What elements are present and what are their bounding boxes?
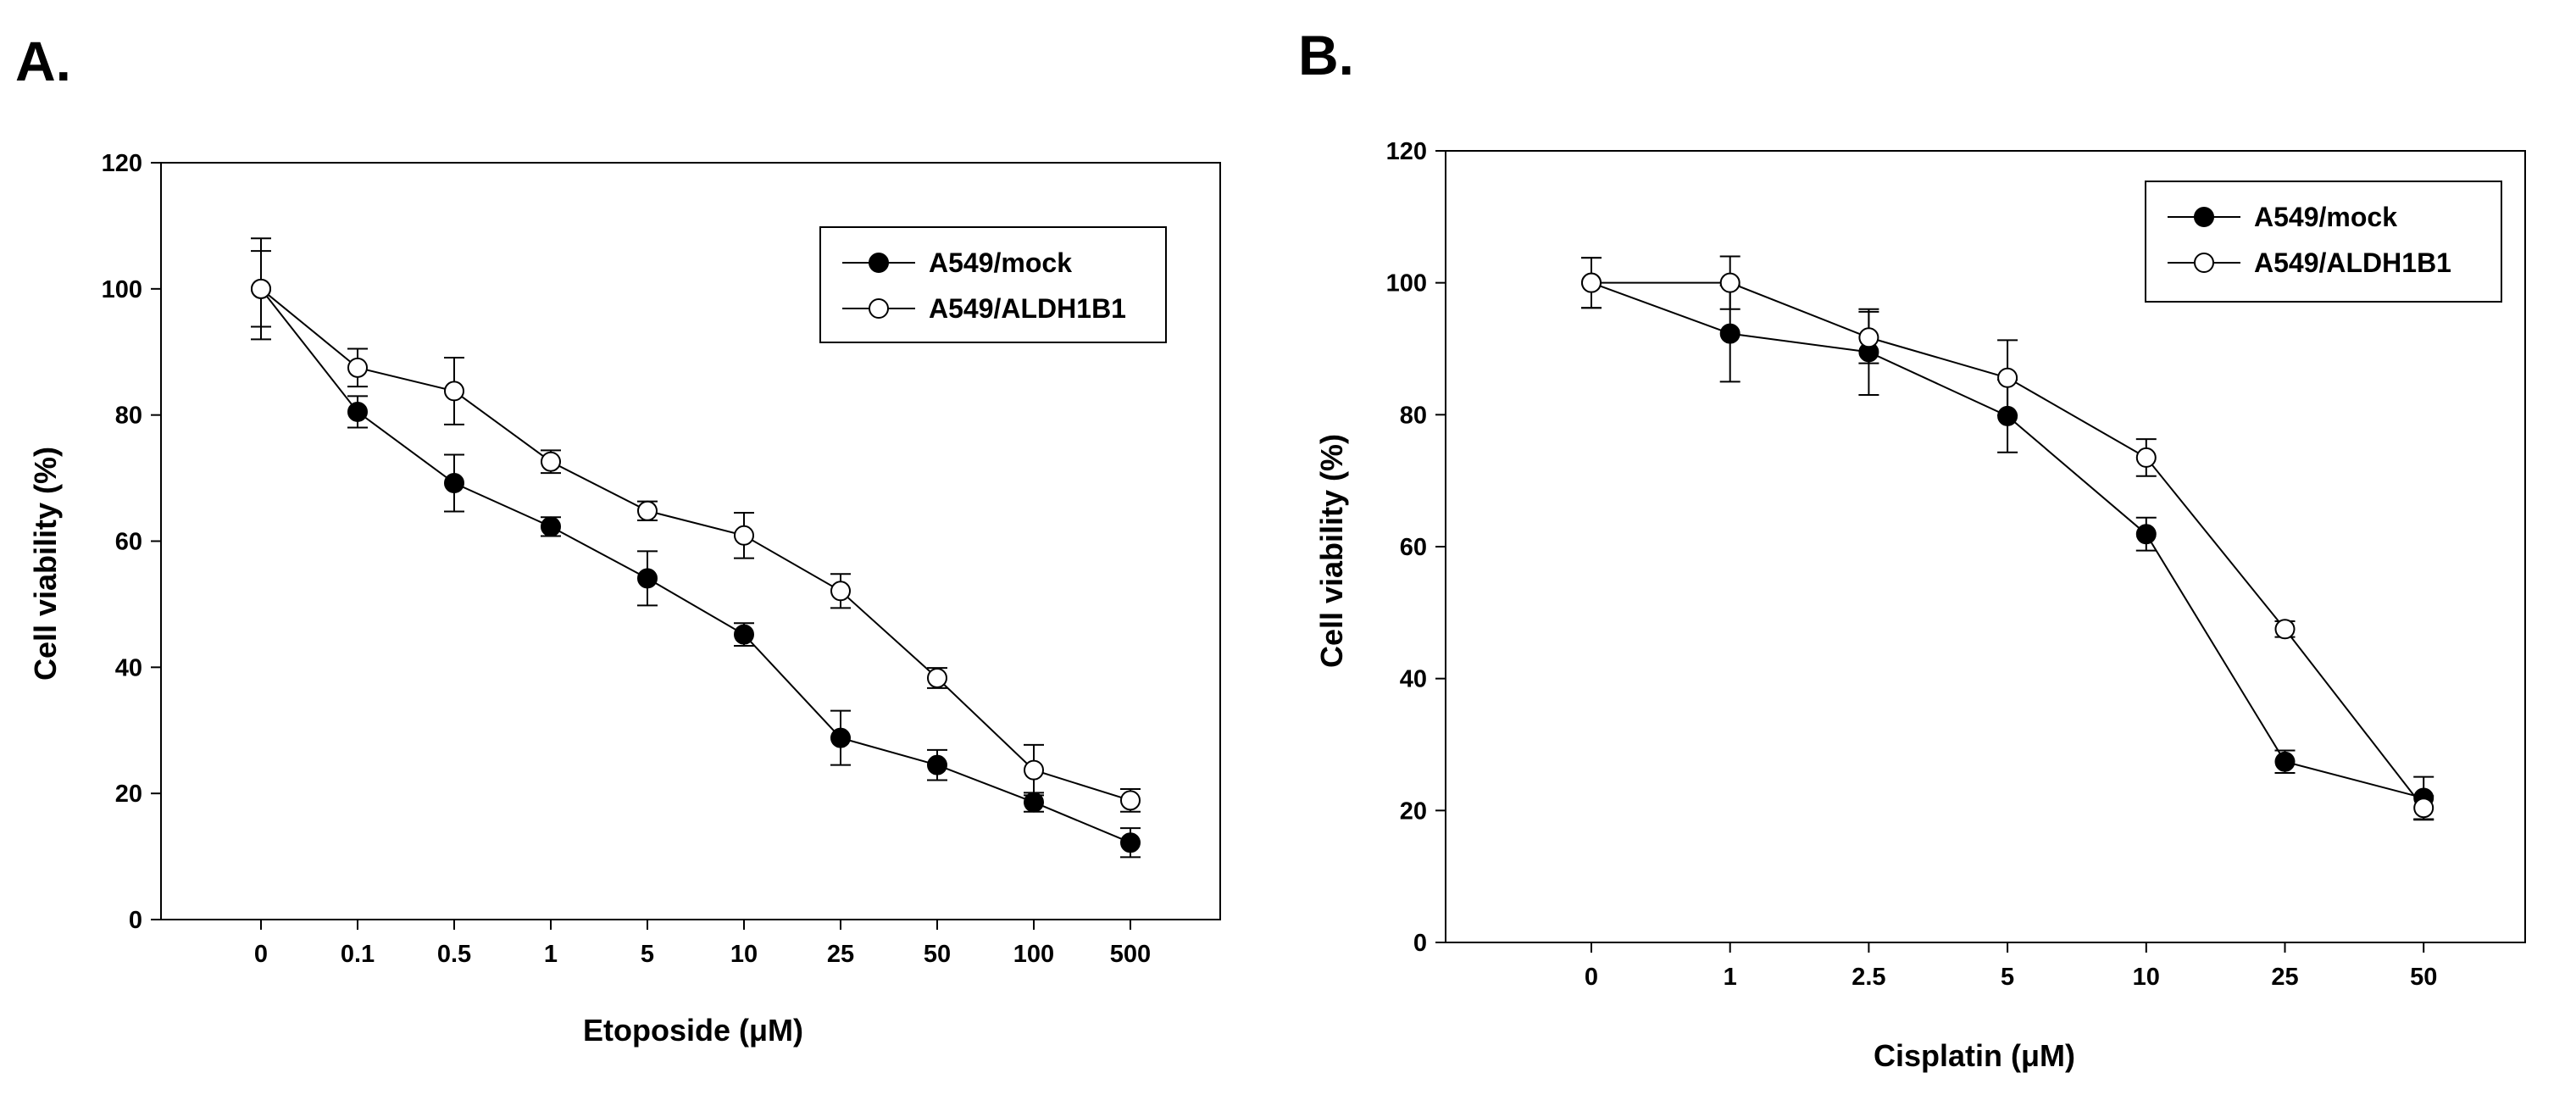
- panel-a-point-mock: [1120, 832, 1141, 853]
- panel-b-legend-label-mock: A549/mock: [2254, 202, 2397, 232]
- panel-a-point-mock: [444, 473, 464, 494]
- panel-a-x-tick-label: 0: [254, 941, 268, 968]
- panel-b-y-tick-label: 80: [1400, 402, 1427, 429]
- panel-a-legend-label-mock: A549/mock: [929, 247, 1072, 278]
- panel-a-point-mock: [734, 624, 754, 645]
- panel-b-point-mock: [2135, 524, 2157, 545]
- panel-a-y-tick-label: 80: [115, 403, 142, 430]
- panel-b-x-tick-label: 1: [1724, 964, 1737, 991]
- panel-a-point-aldh1b1: [541, 451, 561, 472]
- panel-b-point-aldh1b1: [1858, 327, 1879, 348]
- panel-b-point-aldh1b1: [2274, 619, 2296, 640]
- panel-b-point-aldh1b1: [1997, 367, 2018, 388]
- panel-a-point-aldh1b1: [927, 667, 947, 688]
- panel-a-y-tick-label: 60: [115, 529, 142, 556]
- panel-a-point-mock: [1024, 792, 1044, 813]
- panel-b-x-tick-label: 2.5: [1852, 964, 1885, 991]
- panel-a-x-tick-label: 10: [730, 941, 758, 968]
- panel-a-point-aldh1b1: [637, 500, 658, 521]
- panel-a-x-tick-label: 100: [1013, 941, 1054, 968]
- panel-a-point-aldh1b1: [347, 357, 368, 378]
- panel-a-y-tick-label: 40: [115, 654, 142, 681]
- panel-a-point-mock: [347, 401, 368, 422]
- panel-a-legend: A549/mock A549/ALDH1B1: [819, 226, 1167, 343]
- panel-b-legend: A549/mock A549/ALDH1B1: [2145, 181, 2502, 303]
- panel-b-plot: 0 20 40 60 80 100 120 0 1 2.5 5 10 25 50: [1386, 138, 2526, 991]
- panel-b-x-tick-label: 0: [1585, 964, 1598, 991]
- panel-a-y-axis-label: Cell viability (%): [28, 447, 63, 681]
- panel-a-x-tick-label: 50: [924, 941, 951, 968]
- panel-a: A. Cell viability (%) Etoposide (μM) 0 20…: [15, 30, 1221, 1048]
- panel-b-point-mock: [1997, 405, 2018, 426]
- panel-a-letter: A.: [15, 30, 71, 92]
- panel-b-y-tick-label: 120: [1386, 138, 1427, 165]
- panel-b-point-aldh1b1: [2413, 798, 2434, 819]
- panel-a-legend-label-aldh1b1: A549/ALDH1B1: [929, 293, 1126, 324]
- panel-b-point-aldh1b1: [1719, 272, 1740, 293]
- panel-a-point-aldh1b1: [830, 581, 851, 602]
- panel-b-x-tick-label: 10: [2133, 964, 2160, 991]
- panel-a-point-aldh1b1: [251, 278, 271, 299]
- panel-a-point-mock: [637, 568, 658, 589]
- panel-a-point-aldh1b1: [1120, 790, 1141, 811]
- panel-a-point-aldh1b1: [734, 525, 754, 546]
- panel-a-x-tick-label: 25: [827, 941, 854, 968]
- panel-b-point-mock: [2274, 751, 2296, 772]
- panel-b-y-tick-label: 0: [1413, 930, 1427, 957]
- panel-a-y-tick-label: 20: [115, 781, 142, 808]
- panel-b-legend-marker-mock: [2194, 207, 2214, 227]
- panel-a-x-axis-label: Etoposide (μM): [583, 1013, 803, 1048]
- panel-a-y-tick-label: 0: [129, 907, 142, 934]
- panel-b-point-aldh1b1: [2135, 447, 2157, 468]
- panel-b-point-aldh1b1: [1581, 272, 1602, 293]
- panel-b-y-axis-label: Cell viability (%): [1314, 434, 1349, 668]
- panel-a-legend-marker-aldh1b1: [869, 298, 889, 319]
- panel-a-x-tick-label: 0.1: [341, 941, 375, 968]
- panel-a-x-tick-label: 5: [641, 941, 654, 968]
- panel-a-point-aldh1b1: [1024, 759, 1044, 781]
- panel-a-x-tick-label: 1: [544, 941, 558, 968]
- panel-b: B. Cell viability (%) Cisplatin (μM) 0 20…: [1298, 24, 2526, 1073]
- panel-b-x-axis-label: Cisplatin (μM): [1874, 1038, 2075, 1073]
- panel-a-plot: 0 20 40 60 80 100 120 0 0.1 0.5 1 5 10 25 50 100 500: [102, 150, 1221, 968]
- panel-b-y-tick-label: 100: [1386, 270, 1427, 297]
- panel-b-legend-box: [2145, 181, 2502, 303]
- panel-a-series-line-mock: [260, 288, 1131, 844]
- panel-b-y-tick-label: 20: [1400, 798, 1427, 825]
- panel-b-legend-label-aldh1b1: A549/ALDH1B1: [2254, 247, 2451, 278]
- panel-a-point-mock: [541, 516, 561, 537]
- panel-a-x-tick-label: 500: [1110, 941, 1151, 968]
- panel-a-point-mock: [927, 754, 947, 775]
- panel-b-y-tick-label: 40: [1400, 666, 1427, 693]
- panel-b-letter: B.: [1298, 24, 1354, 86]
- panel-a-point-aldh1b1: [444, 381, 464, 402]
- panel-b-x-tick-label: 25: [2271, 964, 2298, 991]
- panel-b-x-tick-label: 5: [2001, 964, 2014, 991]
- panel-a-x-tick-label: 0.5: [437, 941, 471, 968]
- panel-a-y-tick-label: 120: [102, 150, 142, 177]
- panel-b-point-mock: [1719, 323, 1740, 344]
- panel-b-x-tick-label: 50: [2410, 964, 2437, 991]
- panel-a-point-mock: [830, 727, 851, 748]
- panel-b-y-tick-label: 60: [1400, 534, 1427, 561]
- panel-a-legend-box: [819, 226, 1167, 343]
- panel-a-y-tick-label: 100: [102, 276, 142, 303]
- panel-a-series-line-aldh1b1: [260, 288, 1131, 802]
- panel-a-legend-marker-mock: [869, 253, 889, 273]
- panel-b-legend-marker-aldh1b1: [2194, 253, 2214, 273]
